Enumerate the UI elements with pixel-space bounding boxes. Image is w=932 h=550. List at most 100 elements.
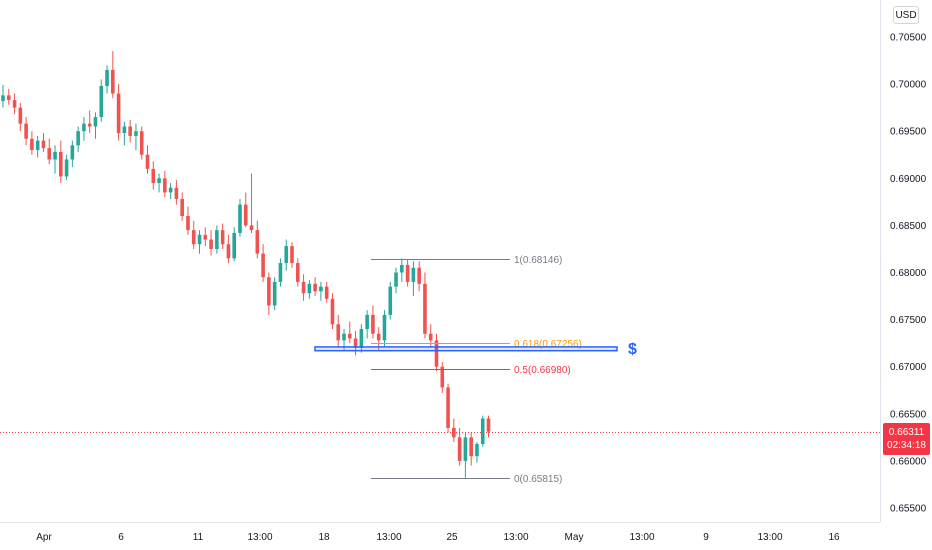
candle bbox=[388, 281, 393, 320]
candle-body bbox=[272, 281, 277, 306]
price-tick-label: 0.68500 bbox=[890, 221, 927, 232]
candle-body bbox=[475, 443, 479, 457]
time-tick-label: 13:00 bbox=[376, 532, 401, 543]
candle bbox=[428, 324, 433, 348]
candle bbox=[480, 415, 485, 447]
candle-body bbox=[122, 126, 127, 134]
candle-body bbox=[99, 85, 104, 118]
candle bbox=[290, 242, 294, 268]
time-tick-label: 13:00 bbox=[247, 532, 272, 543]
candle bbox=[261, 244, 265, 282]
candle bbox=[353, 330, 358, 356]
price-tick-label: 0.69500 bbox=[890, 127, 927, 138]
candle-body bbox=[434, 340, 439, 367]
dollar-marker-text: $ bbox=[628, 341, 637, 358]
candle-body bbox=[47, 148, 52, 160]
time-tick-label: May bbox=[565, 532, 584, 543]
candle-body bbox=[87, 123, 92, 127]
candle-body bbox=[463, 437, 468, 461]
candle bbox=[267, 272, 271, 315]
candle bbox=[446, 383, 450, 433]
bar-countdown-timer: 02:34:18 bbox=[887, 440, 926, 451]
candle-body bbox=[486, 418, 491, 432]
candle-body bbox=[405, 264, 410, 282]
candle bbox=[53, 145, 57, 174]
time-tick-label: 11 bbox=[193, 532, 204, 543]
candle-body bbox=[70, 145, 75, 160]
candle bbox=[400, 258, 404, 282]
fib-level-label: 1(0.68146) bbox=[514, 255, 562, 266]
candle bbox=[145, 145, 150, 174]
candle bbox=[128, 119, 132, 143]
candle bbox=[278, 258, 283, 287]
candle bbox=[238, 199, 242, 237]
candle bbox=[411, 261, 416, 297]
candle bbox=[215, 225, 219, 254]
candle-body bbox=[295, 263, 300, 282]
support-zone-rectangle[interactable] bbox=[314, 346, 618, 352]
candle bbox=[12, 93, 17, 115]
candle bbox=[64, 154, 69, 181]
candle-body bbox=[12, 100, 17, 108]
price-tick-label: 0.70500 bbox=[890, 33, 927, 44]
current-price-value: 0.66311 bbox=[888, 427, 925, 438]
candle bbox=[348, 321, 352, 344]
candle-body bbox=[35, 140, 40, 151]
candle bbox=[93, 112, 98, 139]
candle bbox=[82, 117, 86, 141]
price-axis[interactable]: 0.70500 0.70000 0.69500 0.69000 0.68500 0.680… bbox=[890, 33, 927, 515]
candle bbox=[18, 102, 23, 132]
candle-body bbox=[382, 314, 387, 341]
candle bbox=[486, 415, 491, 438]
candle bbox=[41, 133, 46, 152]
candle-body bbox=[220, 230, 225, 245]
candle bbox=[284, 239, 289, 271]
candle-body bbox=[59, 151, 63, 177]
time-axis[interactable]: Apr 6 11 13:00 18 13:00 25 13:00 May 13:00 9 13:00 1… bbox=[36, 532, 840, 543]
candle bbox=[76, 126, 80, 152]
candle bbox=[1, 85, 5, 108]
currency-unit-button[interactable]: USD bbox=[893, 6, 919, 24]
candle-body bbox=[267, 277, 271, 306]
candle-body bbox=[139, 131, 144, 155]
candle bbox=[365, 310, 369, 339]
candle-body bbox=[336, 324, 341, 341]
candle bbox=[417, 261, 421, 292]
candle-body bbox=[53, 151, 57, 160]
time-tick-label: 6 bbox=[118, 532, 124, 543]
candle bbox=[452, 418, 456, 443]
candle bbox=[307, 280, 312, 299]
current-price-label: 0.66311 02:34:18 bbox=[883, 423, 930, 455]
candle bbox=[70, 140, 75, 167]
price-tick-label: 0.67500 bbox=[890, 315, 927, 326]
candle bbox=[295, 258, 300, 287]
candle-body bbox=[105, 69, 109, 86]
candle bbox=[59, 140, 63, 184]
candle-body bbox=[174, 187, 179, 200]
candle-body bbox=[400, 264, 404, 273]
candle-body bbox=[191, 230, 196, 245]
candle-body bbox=[41, 140, 46, 149]
time-tick-label: Apr bbox=[36, 532, 52, 543]
candle-body bbox=[243, 204, 248, 226]
candle-body bbox=[249, 225, 254, 231]
candle bbox=[186, 206, 190, 235]
candle bbox=[255, 220, 260, 259]
candle-body bbox=[342, 333, 346, 341]
candle bbox=[157, 173, 161, 193]
candle-body bbox=[255, 230, 260, 254]
time-tick-label: 16 bbox=[828, 532, 840, 543]
candle-body bbox=[64, 159, 69, 177]
fib-retracement-tool[interactable]: 1(0.68146) 0.618(0.67256) 0.5(0.66980) 0(0.… bbox=[371, 255, 582, 485]
candle bbox=[203, 227, 208, 247]
candle bbox=[134, 123, 138, 151]
candle-body bbox=[417, 267, 421, 284]
time-tick-label: 13:00 bbox=[503, 532, 528, 543]
candle bbox=[243, 192, 248, 228]
candle bbox=[319, 281, 323, 301]
candle-body bbox=[82, 123, 86, 132]
candle-body bbox=[376, 333, 381, 341]
candle-body bbox=[203, 234, 208, 240]
candle bbox=[111, 51, 115, 99]
